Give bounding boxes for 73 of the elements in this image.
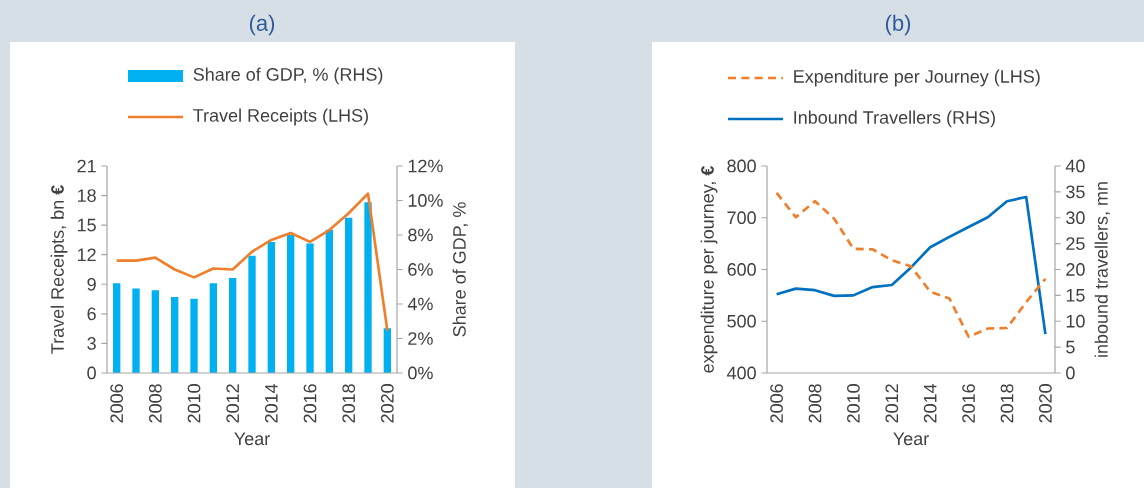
bar xyxy=(209,283,218,373)
y2-tick-label: 20 xyxy=(1066,263,1085,276)
y-tick-label: 400 xyxy=(726,366,756,380)
y-tick-label: 600 xyxy=(727,263,756,276)
bar xyxy=(364,202,372,373)
y-tick-label: 800 xyxy=(727,159,756,173)
bar xyxy=(248,255,256,373)
y2-tick-label: 10 xyxy=(1066,314,1085,328)
x-tick-label: 2020 xyxy=(1039,384,1052,423)
x-tick-label: 2016 xyxy=(962,384,975,423)
y-tick-label: 21 xyxy=(77,159,96,173)
x-tick-label: 2020 xyxy=(380,384,394,423)
bar xyxy=(267,241,276,373)
y2-axis-title: inbound travellers, mn xyxy=(1094,182,1110,357)
y-tick-label: 500 xyxy=(727,314,756,328)
legend-label: Travel Receipts (LHS) xyxy=(193,108,368,126)
x-tick-label: 2012 xyxy=(885,384,899,423)
y2-tick-label: 10% xyxy=(408,194,443,207)
bar xyxy=(151,290,160,373)
y-tick-label: 3 xyxy=(87,337,96,350)
y-tick-label: 6 xyxy=(87,307,96,321)
x-tick-label: 2012 xyxy=(226,384,240,423)
y2-tick-label: 5 xyxy=(1066,340,1075,354)
y-axis-title: Travel Receipts, bn € xyxy=(50,185,68,354)
y2-tick-label: 0% xyxy=(408,366,433,380)
chart-title: (b) xyxy=(885,14,911,36)
y2-tick-label: 35 xyxy=(1066,185,1085,199)
x-tick-label: 2006 xyxy=(770,384,783,423)
y-axis-title: expenditure per journey, € xyxy=(700,165,718,373)
bar xyxy=(383,328,392,373)
y-tick-label: 15 xyxy=(77,218,96,232)
bar xyxy=(113,283,121,373)
bar xyxy=(132,288,140,373)
y-tick-label: 9 xyxy=(87,277,96,291)
y-tick-label: 18 xyxy=(77,189,96,202)
x-tick-label: 2008 xyxy=(148,384,162,423)
legend-label: Inbound Travellers (RHS) xyxy=(794,110,995,128)
x-tick-label: 2008 xyxy=(808,384,822,423)
y2-tick-label: 6% xyxy=(408,263,433,276)
y2-tick-label: 15 xyxy=(1066,289,1085,302)
x-tick-label: 2006 xyxy=(110,384,124,423)
y2-tick-label: 2% xyxy=(408,332,433,345)
y2-axis-title: Share of GDP, % xyxy=(452,202,468,337)
x-tick-label: 2016 xyxy=(303,384,317,423)
x-tick-label: 2014 xyxy=(264,383,278,423)
x-axis-title: Year xyxy=(893,432,929,446)
y2-tick-label: 12% xyxy=(408,159,443,173)
x-axis-title: Year xyxy=(234,432,270,446)
bar xyxy=(306,243,314,373)
bar xyxy=(345,217,353,373)
legend-label: Share of GDP, % (RHS) xyxy=(193,67,383,85)
y2-tick-label: 8% xyxy=(408,228,433,242)
y-tick-label: 12 xyxy=(77,248,96,261)
bar xyxy=(287,234,295,373)
y2-tick-label: 25 xyxy=(1066,237,1085,250)
chart-title: (a) xyxy=(249,14,275,36)
y-tick-label: 0 xyxy=(87,366,96,380)
x-tick-label: 2010 xyxy=(187,384,201,423)
y2-tick-label: 40 xyxy=(1065,159,1085,173)
x-tick-label: 2018 xyxy=(1000,384,1014,423)
y-tick-label: 700 xyxy=(727,211,756,225)
x-tick-label: 2014 xyxy=(923,383,937,423)
x-tick-label: 2010 xyxy=(847,384,860,423)
line-series xyxy=(115,192,389,332)
y2-tick-label: 4% xyxy=(407,297,433,311)
bar xyxy=(171,297,179,373)
y2-tick-label: 0 xyxy=(1066,366,1075,380)
legend-label: Expenditure per Journey (LHS) xyxy=(794,69,1040,87)
y2-tick-label: 30 xyxy=(1066,211,1085,225)
bar xyxy=(229,278,237,373)
bar xyxy=(190,298,198,373)
x-tick-label: 2018 xyxy=(342,384,356,423)
bar xyxy=(325,229,334,373)
